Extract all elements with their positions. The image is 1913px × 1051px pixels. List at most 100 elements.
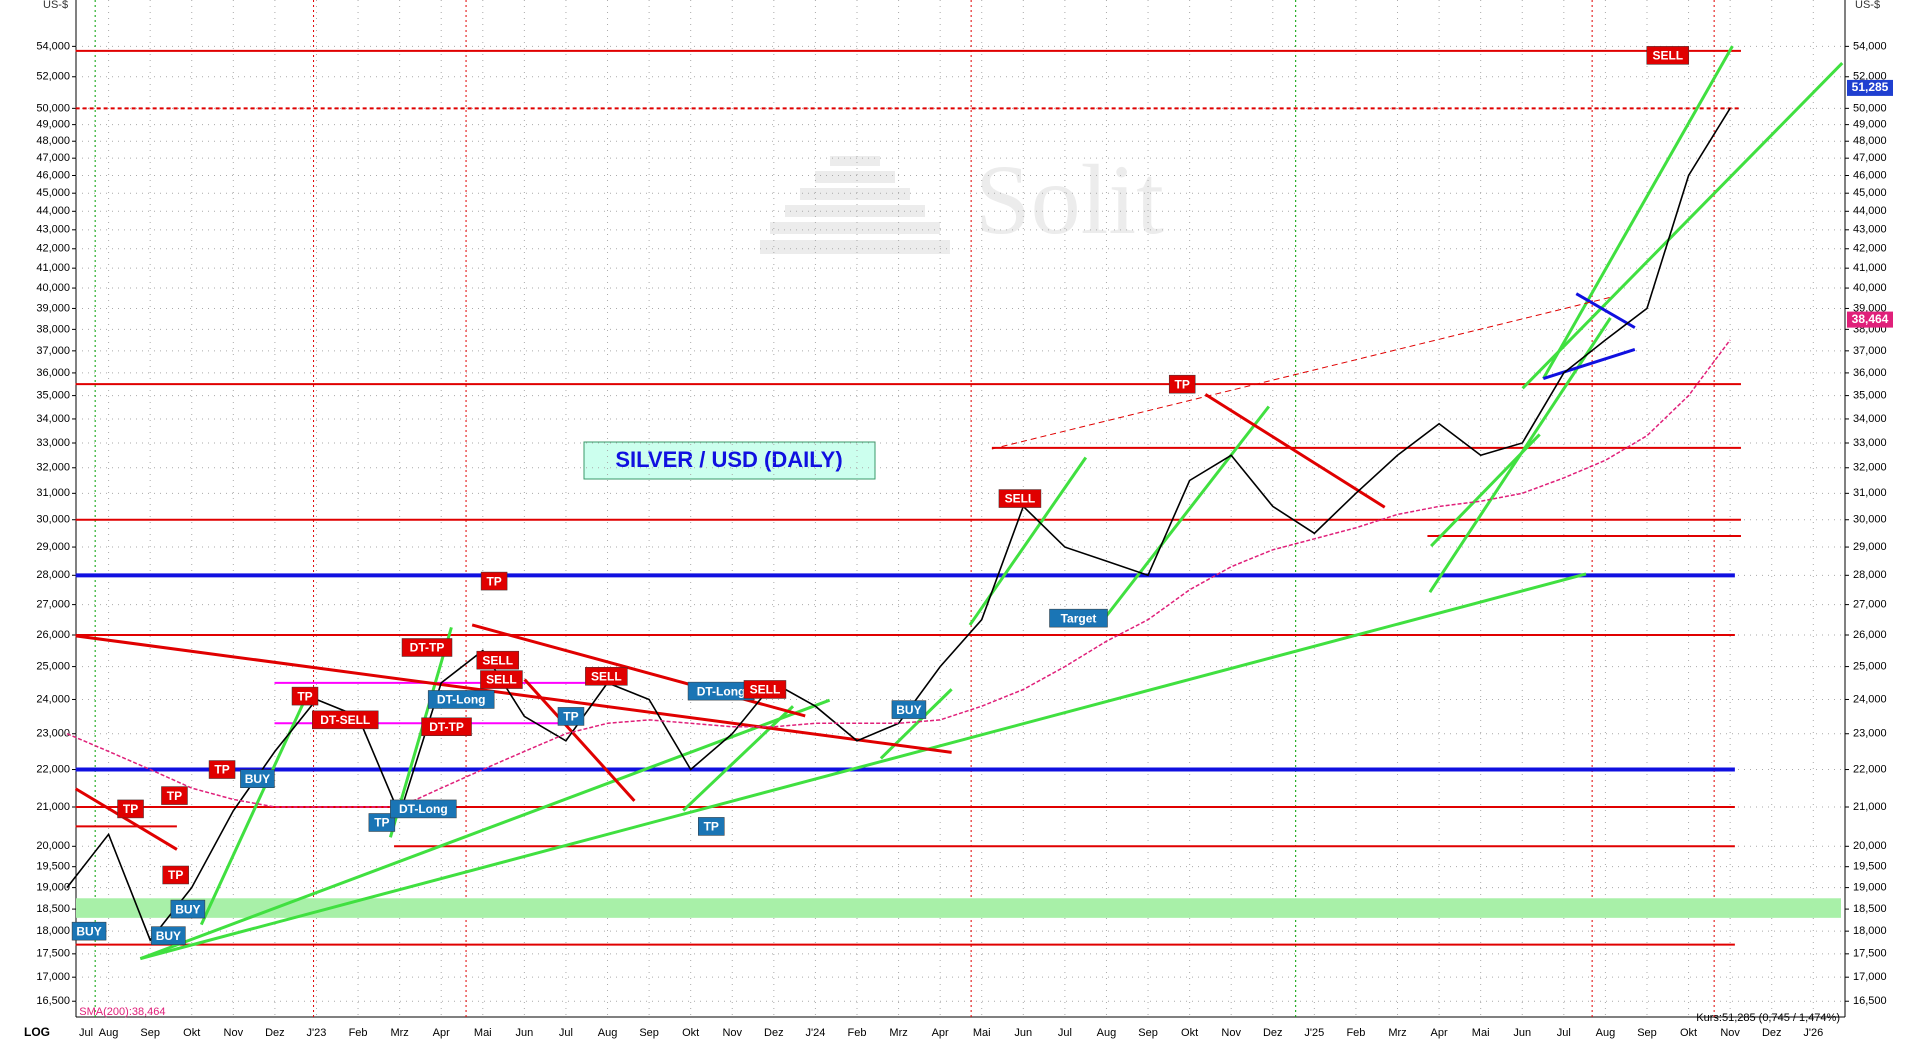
signal-label: DT-SELL (320, 713, 370, 727)
y-tick-label-right: 25,000 (1853, 660, 1887, 672)
y-tick-label-right: 46,000 (1853, 169, 1887, 181)
x-tick-label: Aug (598, 1027, 618, 1039)
signal-label: SELL (482, 653, 513, 667)
y-tick-label: 45,000 (36, 187, 70, 199)
x-tick-label: Sep (1138, 1027, 1158, 1039)
signal-tag (1049, 608, 1108, 628)
y-tick-label: 34,000 (36, 413, 70, 425)
x-tick-label: J'23 (307, 1027, 327, 1039)
y-tick-label-right: 21,000 (1853, 801, 1887, 813)
signal-label: TP (704, 820, 719, 834)
y-tick-label-right: 39,000 (1853, 302, 1887, 314)
x-tick-label: Nov (224, 1027, 244, 1039)
signal-tag (291, 686, 319, 706)
y-tick-label: 17,000 (36, 971, 70, 983)
x-tick-label: Okt (682, 1027, 699, 1039)
signal-tag (743, 680, 787, 699)
trendline (1575, 292, 1636, 329)
x-tick-label: Nov (722, 1027, 742, 1039)
signal-label: TP (486, 574, 501, 588)
y-tick-label: 41,000 (36, 262, 70, 274)
signal-tag (427, 690, 495, 709)
signal-tag (312, 710, 379, 730)
x-tick-label: Apr (1431, 1027, 1448, 1039)
signal-label: TP (374, 816, 389, 830)
chart-title: SILVER / USD (DAILY) (615, 447, 842, 472)
trendline (1102, 405, 1271, 620)
y-tick-label: 18,500 (36, 903, 70, 915)
y-tick-label-right: 45,000 (1853, 187, 1887, 199)
signal-tag (480, 571, 508, 591)
y-tick-label-right: 29,000 (1853, 541, 1887, 553)
x-tick-label: Nov (1221, 1027, 1241, 1039)
x-tick-label: Feb (1346, 1027, 1365, 1039)
y-tick-label-right: 16,500 (1853, 995, 1887, 1007)
x-tick-label: Mrz (1388, 1027, 1406, 1039)
x-tick-label: Dez (1762, 1027, 1782, 1039)
x-tick-label: Dez (764, 1027, 784, 1039)
y-axis-label-right: US-$ (1855, 0, 1880, 11)
y-tick-label-right: 24,000 (1853, 693, 1887, 705)
y-tick-label: 19,000 (36, 882, 70, 894)
last-value-label: 38,464 (1852, 312, 1889, 326)
signal-tag (161, 786, 188, 805)
x-tick-label: J'25 (1304, 1027, 1324, 1039)
support-band (76, 898, 1841, 918)
trendline (879, 688, 953, 760)
signal-label: SELL (1005, 492, 1036, 506)
y-tick-label-right: 47,000 (1853, 152, 1887, 164)
y-tick-label: 46,000 (36, 169, 70, 181)
y-tick-label-right: 27,000 (1853, 599, 1887, 611)
y-tick-label-right: 43,000 (1853, 224, 1887, 236)
legend-entry: SMA(200):38,464 (79, 1006, 165, 1018)
signal-tag (71, 921, 107, 941)
y-tick-label-right: 17,500 (1853, 948, 1887, 960)
y-tick-label: 28,000 (36, 569, 70, 581)
signal-tag (891, 700, 927, 719)
signal-tag (368, 813, 396, 832)
trendline (139, 572, 1587, 961)
y-tick-label-right: 34,000 (1853, 413, 1887, 425)
x-tick-label: J'26 (1803, 1027, 1823, 1039)
x-tick-label: Okt (183, 1027, 200, 1039)
signal-label: TP (167, 789, 182, 803)
y-tick-label: 29,000 (36, 541, 70, 553)
y-tick-label: 50,000 (36, 102, 70, 114)
x-tick-label: Aug (1097, 1027, 1117, 1039)
y-tick-label-right: 31,000 (1853, 487, 1887, 499)
trendline (1542, 348, 1636, 381)
y-tick-label: 19,500 (36, 861, 70, 873)
x-tick-label: Sep (1637, 1027, 1657, 1039)
y-tick-label-right: 30,000 (1853, 514, 1887, 526)
title-box (583, 441, 876, 480)
signal-tag (401, 638, 453, 657)
y-tick-label: 22,000 (36, 763, 70, 775)
x-tick-label: Feb (349, 1027, 368, 1039)
x-tick-label: Aug (99, 1027, 119, 1039)
x-tick-label: Sep (639, 1027, 659, 1039)
x-tick-label: Jun (1513, 1027, 1531, 1039)
signal-label: DT-Long (697, 684, 746, 698)
signal-label: DT-Long (399, 802, 448, 816)
y-tick-label-right: 54,000 (1853, 40, 1887, 52)
footer-quote: Kurs:51,285 (0,745 / 1,474%) (1696, 1012, 1840, 1024)
y-tick-label-right: 18,500 (1853, 903, 1887, 915)
last-value-tag (1847, 79, 1893, 96)
trendline (1204, 393, 1386, 509)
trendline (471, 623, 806, 718)
x-tick-label: Sep (140, 1027, 160, 1039)
y-tick-label-right: 33,000 (1853, 437, 1887, 449)
y-tick-label-right: 26,000 (1853, 629, 1887, 641)
signal-label: TP (123, 802, 138, 816)
x-tick-label: J'24 (805, 1027, 825, 1039)
signal-label: BUY (896, 703, 921, 717)
x-tick-label: Mai (1472, 1027, 1490, 1039)
signal-tag (557, 707, 585, 726)
signal-tag (698, 817, 725, 836)
y-tick-label-right: 36,000 (1853, 367, 1887, 379)
y-tick-label: 52,000 (36, 71, 70, 83)
y-tick-label: 54,000 (36, 40, 70, 52)
